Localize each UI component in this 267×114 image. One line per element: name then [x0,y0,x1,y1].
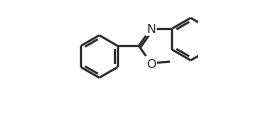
Text: N: N [146,23,156,36]
Text: O: O [146,57,156,70]
